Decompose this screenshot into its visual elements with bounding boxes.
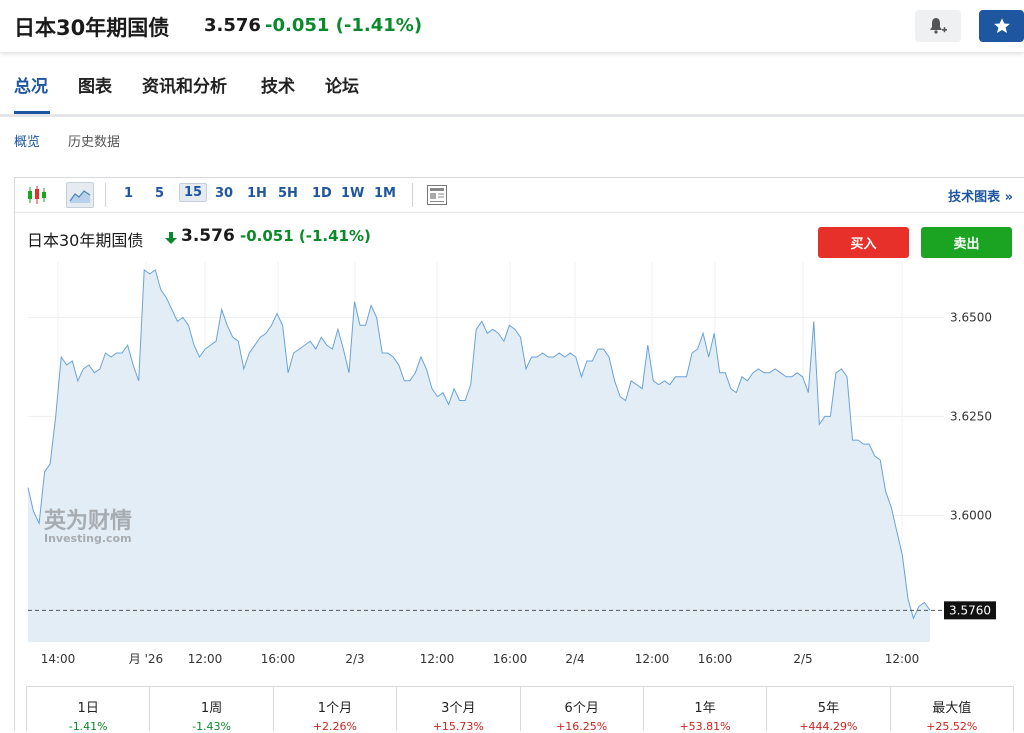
watermark-en: Investing.com <box>44 532 132 545</box>
alert-button[interactable] <box>915 10 961 42</box>
active-tab-indicator <box>14 111 50 114</box>
interval-15[interactable]: 15 <box>179 183 208 202</box>
chart-title: 日本30年期国债 <box>27 231 144 250</box>
toolbar-separator <box>105 183 106 207</box>
performance-period: 3个月 <box>441 701 476 716</box>
star-icon <box>993 18 1010 34</box>
x-tick-label: 12:00 <box>885 652 920 666</box>
interval-5h[interactable]: 5H <box>278 186 298 201</box>
tab-chart[interactable]: 图表 <box>78 77 112 97</box>
main-tabs: 总况 图表 资讯和分析 技术 论坛 <box>0 66 1024 117</box>
interval-30[interactable]: 30 <box>215 186 234 201</box>
performance-value: +15.73% <box>432 720 484 733</box>
performance-period: 5年 <box>817 701 840 716</box>
x-tick-label: 16:00 <box>493 652 528 666</box>
performance-value: +16.25% <box>556 720 608 733</box>
performance-cell: 1个月 +2.26% <box>274 687 398 733</box>
performance-cell: 6个月 +16.25% <box>521 687 644 733</box>
x-tick-label: 12:00 <box>635 652 670 666</box>
y-tick-label: 3.6000 <box>950 508 992 522</box>
interval-5[interactable]: 5 <box>155 186 165 201</box>
x-tick-label: 14:00 <box>41 652 76 666</box>
subnav-overview[interactable]: 概览 <box>14 135 41 150</box>
y-tick-label: 3.6250 <box>950 409 992 423</box>
interval-1w[interactable]: 1W <box>341 186 365 201</box>
performance-value: -1.41% <box>68 720 108 733</box>
performance-cell: 最大值 +25.52% <box>891 687 1013 733</box>
chart-toolbar: 1 5 15 30 1H 5H 1D 1W 1M 技术图表 » <box>15 178 1024 213</box>
last-price-marker: 3.5760 <box>944 601 996 620</box>
interval-1m[interactable]: 1M <box>374 186 396 201</box>
candlestick-icon[interactable] <box>25 184 49 206</box>
performance-period: 1周 <box>200 701 223 716</box>
performance-period: 1年 <box>694 701 716 716</box>
performance-value: +53.81% <box>679 720 731 733</box>
header-change: -0.051 (-1.41%) <box>265 15 423 36</box>
price-line <box>27 268 931 620</box>
performance-cell: 1日 -1.41% <box>27 687 151 733</box>
performance-cell: 3个月 +15.73% <box>397 687 521 733</box>
y-tick-label: 3.6500 <box>950 310 992 324</box>
x-tick-label: 16:00 <box>698 652 733 666</box>
tab-forum[interactable]: 论坛 <box>325 77 359 97</box>
x-tick-label: 2/4 <box>565 652 584 666</box>
performance-cell: 1周 -1.43% <box>150 687 274 733</box>
performance-period: 1日 <box>77 701 99 716</box>
x-tick-label: 月 '26 <box>129 652 163 666</box>
chart-panel: 1 5 15 30 1H 5H 1D 1W 1M 技术图表 » 日本30年期国债… <box>14 177 1024 731</box>
sell-button[interactable]: 卖出 <box>921 227 1012 258</box>
performance-period: 6个月 <box>564 701 599 716</box>
interval-1d[interactable]: 1D <box>312 186 332 201</box>
x-tick-label: 2/3 <box>345 652 364 666</box>
subnav-historical-data[interactable]: 历史数据 <box>68 135 121 150</box>
news-icon[interactable] <box>426 184 448 206</box>
x-tick-label: 16:00 <box>261 652 296 666</box>
technical-chart-link[interactable]: 技术图表 » <box>948 190 1013 205</box>
performance-value: +25.52% <box>926 720 978 733</box>
performance-value: +2.26% <box>312 720 358 733</box>
x-tick-label: 12:00 <box>188 652 223 666</box>
bell-plus-icon <box>930 18 947 34</box>
watchlist-button[interactable] <box>979 10 1024 42</box>
page-header: 日本30年期国债 3.576 -0.051 (-1.41%) <box>0 0 1024 52</box>
interval-1h[interactable]: 1H <box>247 186 267 201</box>
area-chart-toggle[interactable] <box>66 182 94 208</box>
tab-technical[interactable]: 技术 <box>261 77 295 97</box>
chart-price: 3.576 <box>181 226 235 246</box>
last-price-label: 3.5760 <box>949 603 991 617</box>
toolbar-separator <box>412 183 413 207</box>
price-chart[interactable]: 3.6500 3.6250 3.6000 14:00 月 '26 12:00 16:00 2… <box>0 0 1024 686</box>
arrow-down-icon <box>165 232 177 244</box>
performance-value: +444.29% <box>799 720 858 733</box>
price-area <box>28 269 930 642</box>
buy-button[interactable]: 买入 <box>818 227 909 258</box>
performance-cell: 5年 +444.29% <box>767 687 891 733</box>
interval-1[interactable]: 1 <box>124 186 134 201</box>
x-tick-label: 2/5 <box>793 652 812 666</box>
performance-table: 1日 -1.41% 1周 -1.43% 1个月 +2.26% 3个月 +15.73% 6个月 +1… <box>26 686 1014 733</box>
tab-overview[interactable]: 总况 <box>14 77 48 97</box>
page-title: 日本30年期国债 <box>14 16 170 40</box>
performance-value: -1.43% <box>192 720 232 733</box>
area-chart-icon <box>69 190 91 203</box>
performance-cell: 1年 +53.81% <box>644 687 768 733</box>
investing-watermark: 英为财情 Investing.com <box>44 508 132 545</box>
header-price: 3.576 <box>204 15 261 36</box>
performance-period: 1个月 <box>317 701 353 716</box>
chart-change: -0.051 (-1.41%) <box>240 227 371 245</box>
watermark-cn: 英为财情 <box>44 508 132 534</box>
tab-news-analysis[interactable]: 资讯和分析 <box>142 77 227 97</box>
x-tick-label: 12:00 <box>420 652 455 666</box>
performance-period: 最大值 <box>932 701 972 716</box>
